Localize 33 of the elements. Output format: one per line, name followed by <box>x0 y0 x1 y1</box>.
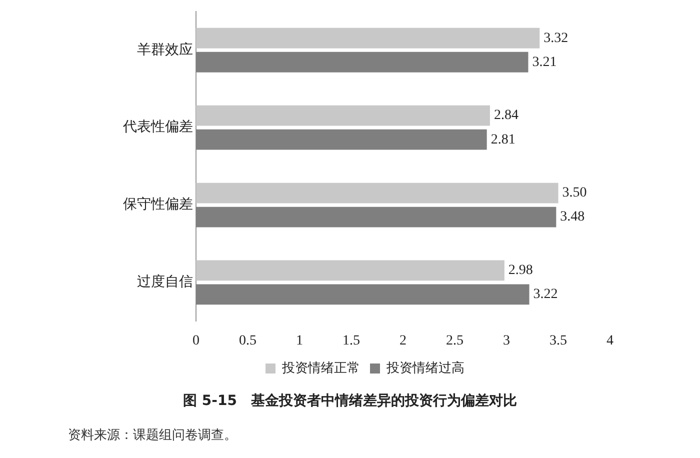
x-tick-label: 3 <box>503 333 510 348</box>
x-tick-label: 2.5 <box>446 333 464 348</box>
data-label: 3.32 <box>544 30 568 46</box>
data-label: 2.84 <box>494 108 518 124</box>
data-label: 2.98 <box>508 263 533 278</box>
y-tick-label: 代表性偏差 <box>122 119 193 136</box>
data-label: 2.81 <box>490 132 516 148</box>
bar <box>196 284 530 305</box>
legend-label: 投资情绪正常 <box>281 360 360 376</box>
x-tick-label: 1.5 <box>342 333 360 348</box>
bar <box>196 129 487 150</box>
bar <box>196 105 490 126</box>
data-label: 3.48 <box>560 210 585 225</box>
data-label: 3.21 <box>532 54 557 70</box>
data-label: 3.50 <box>562 186 587 201</box>
legend-label: 投资情绪过高 <box>386 360 464 376</box>
x-tick-label: 1 <box>296 333 303 348</box>
bar <box>196 206 556 228</box>
bar <box>196 52 528 72</box>
y-tick-label: 羊群效应 <box>137 42 193 58</box>
x-tick-label: 0 <box>192 333 200 348</box>
bar <box>196 28 540 48</box>
y-tick-label: 保守性偏差 <box>123 196 193 213</box>
x-tick-label: 0.5 <box>239 333 256 348</box>
text: 资料来源：课题组问卷调查。 <box>68 427 237 444</box>
x-tick-label: 2 <box>400 333 406 348</box>
x-tick-label: 4 <box>606 333 614 348</box>
x-tick-label: 3.5 <box>550 333 567 348</box>
text: 图 5-15 基金投资者中情绪差异的投资行为偏差对比 <box>182 392 518 410</box>
y-tick-label: 过度自信 <box>137 274 193 290</box>
data-label: 3.22 <box>533 287 558 302</box>
bar <box>196 260 504 281</box>
bar <box>196 182 558 204</box>
